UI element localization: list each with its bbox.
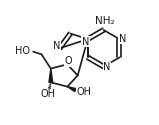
Polygon shape	[49, 69, 53, 82]
Text: N: N	[103, 62, 111, 72]
Text: N: N	[53, 41, 61, 51]
Text: NH₂: NH₂	[95, 16, 115, 26]
Text: HO: HO	[15, 46, 30, 56]
Text: O: O	[65, 56, 72, 66]
Text: OH: OH	[41, 89, 55, 99]
Text: N: N	[82, 37, 89, 47]
Text: N: N	[119, 34, 126, 43]
Polygon shape	[67, 87, 76, 92]
Text: OH: OH	[76, 87, 91, 97]
